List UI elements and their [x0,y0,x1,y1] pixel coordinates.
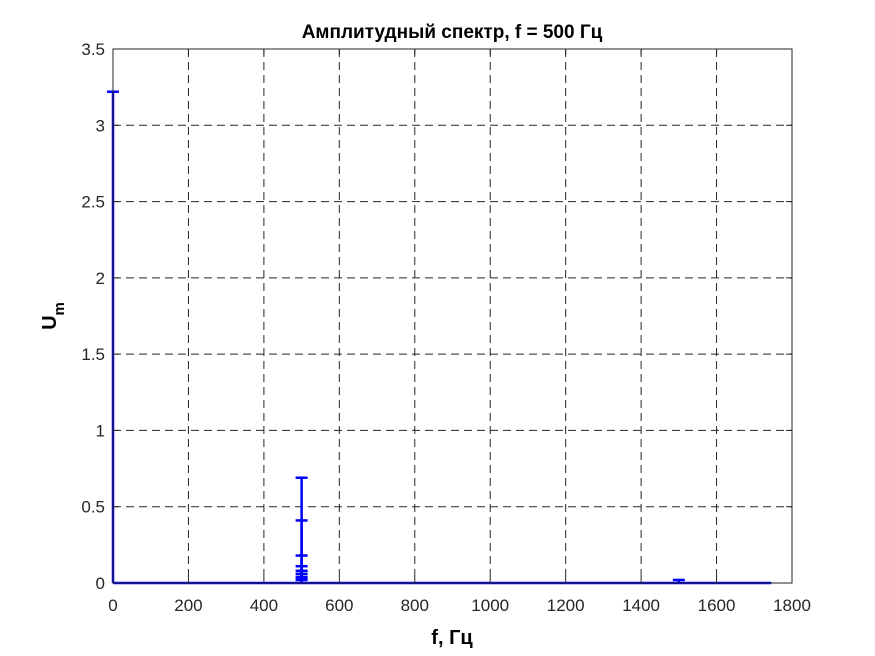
y-axis-title: Um [39,302,68,330]
plot-area [113,49,792,583]
x-tick-label: 1800 [773,596,811,615]
y-tick-label: 1.5 [81,345,105,364]
y-tick-label: 2.5 [81,193,105,212]
y-tick-label: 2 [96,269,105,288]
x-tick-label: 400 [250,596,278,615]
ticks: 0 200 400 600 800 1000 1200 1400 1600 1800 0 0.5 1 1.… [81,40,811,615]
x-tick-label: 1600 [698,596,736,615]
y-tick-label: 3.5 [81,40,105,59]
x-tick-label: 1400 [622,596,660,615]
y-tick-label: 3 [96,116,105,135]
x-tick-label: 1000 [471,596,509,615]
y-axis-title-main: U [39,315,61,329]
axes-box [112,48,793,584]
x-tick-label: 1200 [547,596,585,615]
y-tick-label: 0.5 [81,498,105,517]
x-tick-label: 800 [401,596,429,615]
y-tick-label: 0 [96,574,105,593]
y-axis-title-subscript: m [51,302,68,315]
x-tick-label: 0 [108,596,117,615]
y-tick-label: 1 [96,421,105,440]
x-tick-label: 600 [325,596,353,615]
chart-title: Амплитудный спектр, f = 500 Гц [302,22,603,43]
grid [113,49,792,583]
x-axis-title: f, Гц [431,627,473,649]
svg-text:Um: Um [39,302,68,330]
x-tick-label: 200 [174,596,202,615]
